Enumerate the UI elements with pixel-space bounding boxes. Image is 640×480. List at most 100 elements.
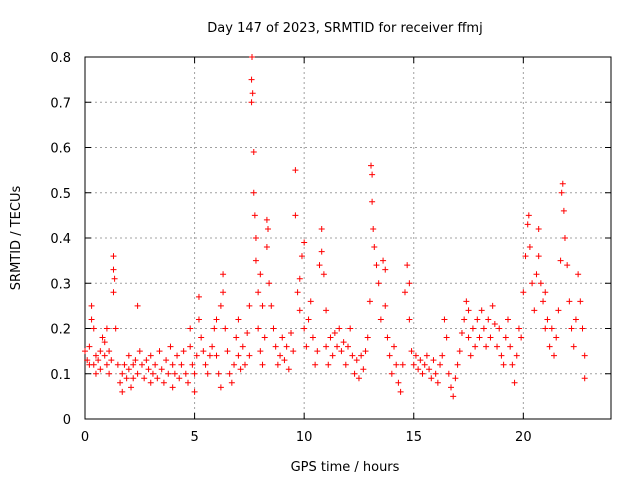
data-point: [415, 366, 422, 373]
data-point: [456, 348, 463, 355]
data-point: [180, 348, 187, 355]
data-point: [542, 289, 549, 296]
x-axis-label: GPS time / hours: [291, 460, 400, 475]
data-point: [564, 262, 571, 269]
data-point: [110, 266, 117, 273]
data-point: [239, 343, 246, 350]
data-point: [485, 316, 492, 323]
data-point: [290, 348, 297, 355]
data-point: [329, 352, 336, 359]
data-point: [342, 361, 349, 368]
data-point: [483, 343, 490, 350]
data-point: [136, 348, 143, 355]
data-point: [369, 171, 376, 178]
data-point: [132, 357, 139, 364]
data-point: [502, 334, 509, 341]
data-point: [423, 352, 430, 359]
data-point: [443, 334, 450, 341]
data-point: [338, 348, 345, 355]
data-point: [285, 366, 292, 373]
grid-lines: [85, 57, 611, 419]
data-point: [294, 289, 301, 296]
data-point: [252, 257, 259, 264]
data-point: [249, 54, 256, 60]
data-point: [340, 339, 347, 346]
data-point: [469, 325, 476, 332]
data-point: [121, 361, 128, 368]
data-point: [391, 343, 398, 350]
y-tick-label: 0.8: [50, 51, 71, 66]
data-point: [176, 375, 183, 382]
data-point: [382, 302, 389, 309]
data-point: [360, 366, 367, 373]
data-point: [448, 384, 455, 391]
data-point: [351, 370, 358, 377]
data-point: [465, 334, 472, 341]
data-point: [553, 334, 560, 341]
data-point: [187, 325, 194, 332]
data-point: [404, 262, 411, 269]
data-point: [195, 316, 202, 323]
data-point: [259, 361, 266, 368]
data-point: [513, 352, 520, 359]
data-point: [487, 334, 494, 341]
data-point: [353, 357, 360, 364]
data-point: [152, 361, 159, 368]
y-tick-label: 0.5: [50, 187, 71, 202]
data-point: [428, 375, 435, 382]
chart-title: Day 147 of 2023, SRMTID for receiver ffm…: [207, 21, 482, 36]
data-point: [395, 379, 402, 386]
data-point: [375, 280, 382, 287]
data-point: [544, 316, 551, 323]
data-point: [323, 307, 330, 314]
data-point: [301, 325, 308, 332]
x-tick-label: 20: [515, 430, 532, 445]
data-point: [465, 307, 472, 314]
data-point: [507, 343, 514, 350]
data-point: [125, 366, 132, 373]
data-point: [364, 334, 371, 341]
x-tick-label: 10: [296, 430, 313, 445]
data-point: [103, 361, 110, 368]
data-point: [130, 361, 137, 368]
data-point: [233, 334, 240, 341]
data-point: [195, 293, 202, 300]
data-point: [412, 352, 419, 359]
data-point: [524, 221, 531, 228]
data-point: [167, 343, 174, 350]
data-point: [581, 375, 588, 382]
data-point: [265, 225, 272, 232]
data-point: [272, 343, 279, 350]
data-point: [125, 352, 132, 359]
y-tick-label: 0.2: [50, 323, 71, 338]
data-point: [380, 257, 387, 264]
data-point: [110, 289, 117, 296]
data-point: [323, 343, 330, 350]
data-point: [520, 289, 527, 296]
data-point: [169, 384, 176, 391]
data-point: [557, 257, 564, 264]
data-point: [101, 339, 108, 346]
data-point: [283, 343, 290, 350]
data-point: [478, 307, 485, 314]
y-tick-label: 0.7: [50, 96, 71, 111]
data-point: [156, 348, 163, 355]
data-point: [526, 244, 533, 251]
data-point: [434, 379, 441, 386]
data-point: [257, 271, 264, 278]
data-point: [198, 334, 205, 341]
data-point: [535, 253, 542, 260]
data-point: [397, 388, 404, 395]
data-point: [561, 235, 568, 241]
data-point: [369, 198, 376, 205]
y-tick-label: 0.4: [50, 232, 71, 247]
tick-labels: 0 5 10 15 20 0 0.1 0.2 0.3 0.4 0.5 0.6 0.7 0.8: [50, 51, 531, 445]
x-tick-label: 5: [190, 430, 198, 445]
data-point: [318, 225, 325, 232]
data-point: [533, 271, 540, 278]
data-point: [476, 334, 483, 341]
data-point: [174, 352, 181, 359]
data-point: [417, 357, 424, 364]
data-point: [182, 370, 189, 377]
data-point: [331, 330, 338, 337]
